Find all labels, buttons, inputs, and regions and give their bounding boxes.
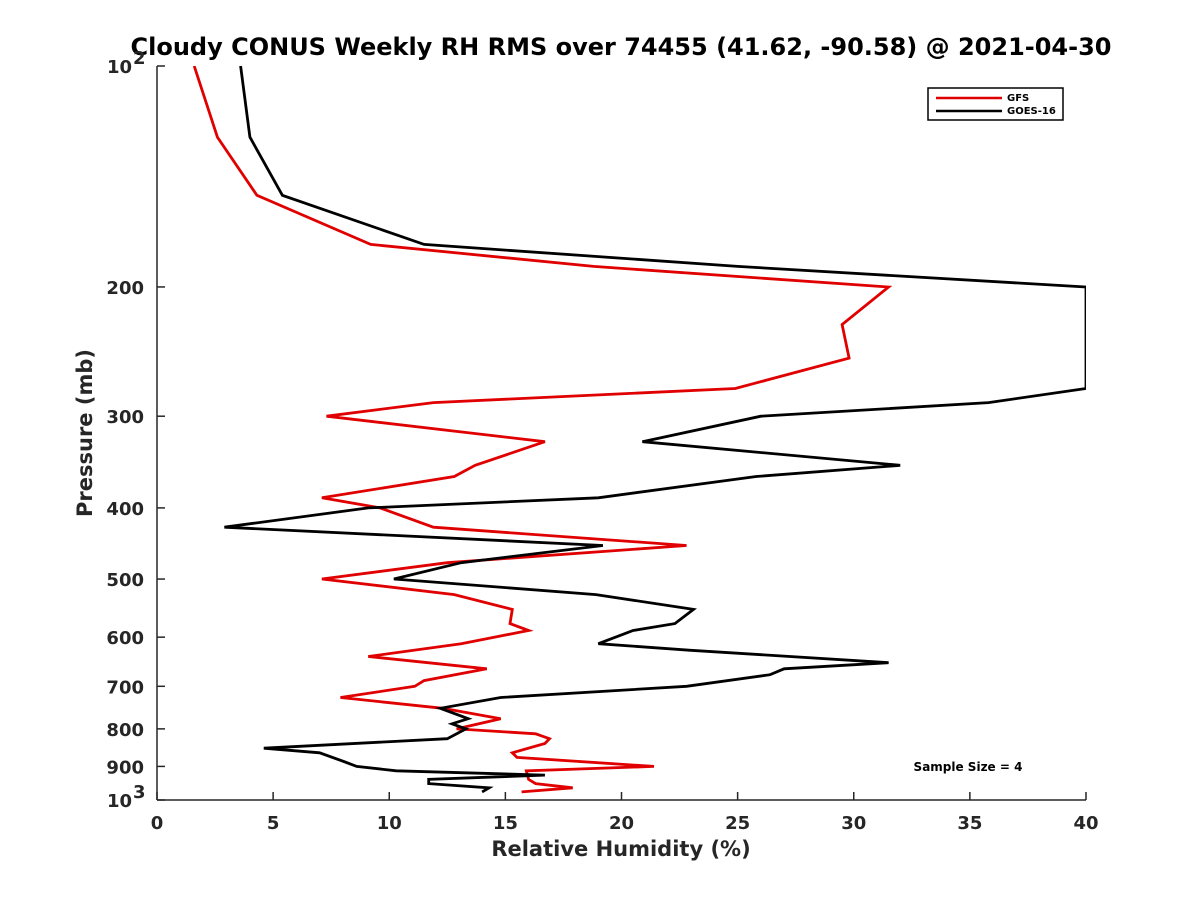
series-line-goes16	[224, 66, 1086, 794]
y-tick-label: 200	[106, 278, 144, 299]
x-tick-label: 15	[493, 813, 518, 834]
y-tick-label: 10	[107, 791, 132, 812]
y-tick-label: 700	[106, 677, 144, 698]
y-tick-exponent: 3	[133, 782, 146, 803]
y-tick-label: 600	[106, 628, 144, 649]
y-axis-label: Pressure (mb)	[73, 349, 97, 517]
x-tick-label: 10	[377, 813, 402, 834]
legend-label-gfs: GFS	[1007, 93, 1029, 104]
legend-label-goes16: GOES-16	[1007, 106, 1056, 117]
y-tick-exponent: 2	[133, 48, 146, 69]
chart-title: Cloudy CONUS Weekly RH RMS over 74455 (4…	[131, 33, 1112, 61]
x-tick-label: 40	[1073, 813, 1098, 834]
x-tick-label: 25	[725, 813, 750, 834]
y-tick-label: 10	[107, 57, 132, 78]
x-axis-label: Relative Humidity (%)	[491, 837, 750, 861]
x-tick-label: 30	[841, 813, 866, 834]
series-layer	[192, 66, 1086, 794]
legend-box	[927, 87, 1064, 121]
y-tick-label: 500	[106, 570, 144, 591]
y-tick-label: 300	[106, 407, 144, 428]
y-tick-label: 400	[106, 499, 144, 520]
legend: GFS GOES-16	[927, 87, 1064, 121]
x-tick-label: 35	[957, 813, 982, 834]
series-line-gfs	[192, 66, 893, 794]
x-tick-label: 20	[609, 813, 634, 834]
x-tick-label: 0	[151, 813, 164, 834]
x-tick-label: 5	[267, 813, 280, 834]
sample-size-annotation: Sample Size = 4	[914, 760, 1023, 774]
y-tick-label: 800	[106, 720, 144, 741]
y-tick-label: 900	[106, 757, 144, 778]
